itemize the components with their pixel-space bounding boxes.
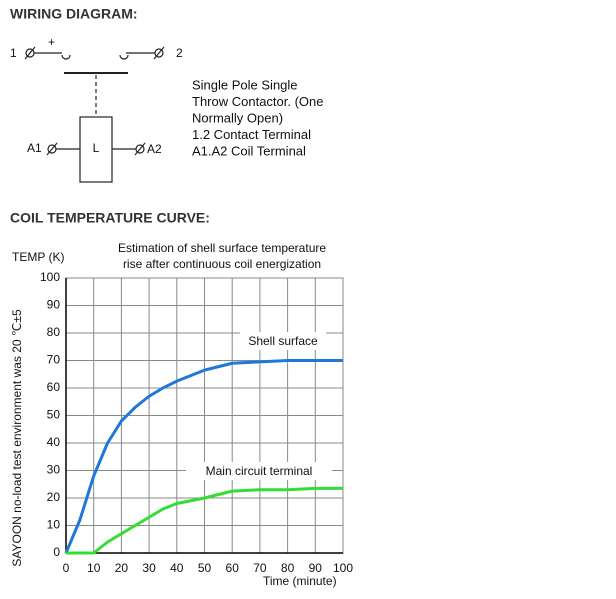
wiring-diagram (24, 46, 165, 183)
series-line (66, 486, 343, 555)
description-line: Normally Open) (192, 110, 283, 125)
x-tick-label: 50 (198, 561, 212, 575)
x-tick-label: 20 (115, 561, 129, 575)
series-label: Main circuit terminal (206, 464, 313, 478)
series-line (64, 359, 343, 554)
description-line: Single Pole Single (192, 77, 298, 92)
description-line: Throw Contactor. (One (192, 94, 324, 109)
y-tick-label: 40 (47, 435, 61, 449)
description-line: A1.A2 Coil Terminal (192, 143, 306, 158)
x-tick-label: 0 (63, 561, 70, 575)
y-tick-label: 100 (40, 270, 60, 284)
terminal-label: A2 (147, 142, 162, 156)
series-label-box (186, 462, 332, 480)
y-tick-label: 10 (47, 518, 61, 532)
y-tick-label: 0 (53, 545, 60, 559)
chart-title: Estimation of shell surface temperature (118, 241, 326, 255)
y-tick-label: 90 (47, 298, 61, 312)
heading: COIL TEMPERATURE CURVE: (10, 210, 210, 226)
x-tick-label: 90 (309, 561, 323, 575)
y-tick-label: 30 (47, 463, 61, 477)
x-axis-label: Time (minute) (263, 574, 337, 588)
description-line: 1.2 Contact Terminal (192, 127, 311, 142)
x-tick-label: 80 (281, 561, 295, 575)
series-label: Shell surface (248, 334, 318, 348)
terminal-label: 1 (10, 46, 17, 60)
y-tick-label: 70 (47, 353, 61, 367)
y-axis-label: TEMP (K) (12, 250, 64, 264)
heading: WIRING DIAGRAM: (10, 6, 138, 22)
series-label-box (240, 332, 326, 350)
y-tick-label: 80 (47, 325, 61, 339)
y-tick-label: 60 (47, 380, 61, 394)
terminal-label: + (48, 35, 55, 49)
x-tick-label: 30 (142, 561, 156, 575)
x-tick-label: 60 (226, 561, 240, 575)
y-tick-label: 20 (47, 490, 61, 504)
terminal-label: 2 (176, 46, 183, 60)
chart-title: rise after continuous coil energization (123, 257, 321, 271)
x-tick-label: 70 (253, 561, 267, 575)
x-tick-label: 100 (333, 561, 353, 575)
terminal-label: A1 (27, 141, 42, 155)
coil-label: L (93, 141, 100, 155)
x-tick-label: 40 (170, 561, 184, 575)
x-tick-label: 10 (87, 561, 101, 575)
y-tick-label: 50 (47, 408, 61, 422)
side-note: SAYOON no-load test environment was 20 ℃… (10, 309, 24, 567)
